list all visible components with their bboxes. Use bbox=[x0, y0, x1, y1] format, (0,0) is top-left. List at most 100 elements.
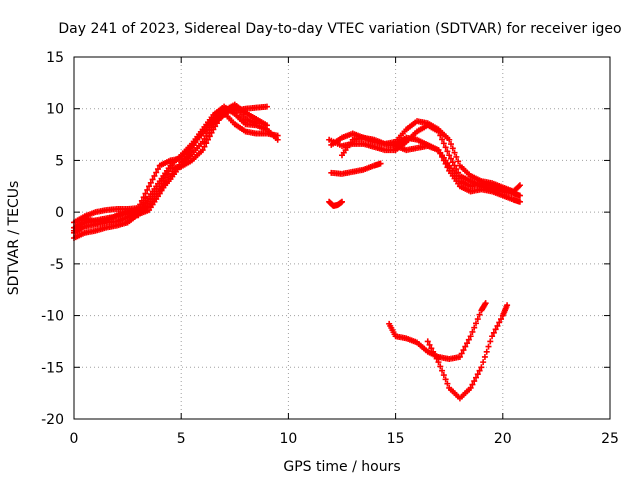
data-point bbox=[154, 166, 161, 173]
data-point bbox=[217, 113, 224, 120]
data-point bbox=[467, 384, 474, 391]
y-tick-label: 10 bbox=[46, 102, 64, 118]
data-point bbox=[203, 140, 210, 147]
data-point bbox=[446, 152, 453, 159]
series-arc-9 bbox=[392, 134, 523, 195]
data-point bbox=[516, 198, 523, 205]
data-point bbox=[487, 338, 494, 345]
data-point bbox=[465, 336, 472, 343]
y-tick-label: -5 bbox=[50, 257, 64, 273]
data-point bbox=[485, 343, 492, 350]
data-point bbox=[426, 341, 433, 348]
data-point bbox=[471, 378, 478, 385]
x-tick-label: 25 bbox=[601, 431, 619, 447]
data-point bbox=[440, 372, 447, 379]
data-point bbox=[446, 136, 453, 143]
data-point bbox=[478, 364, 485, 371]
data-point bbox=[433, 355, 440, 362]
data-point bbox=[516, 192, 523, 199]
data-point bbox=[444, 380, 451, 387]
data-point bbox=[206, 133, 213, 140]
data-point bbox=[146, 183, 153, 190]
x-tick-label: 5 bbox=[177, 431, 186, 447]
data-point bbox=[210, 126, 217, 133]
data-point bbox=[153, 169, 160, 176]
data-point bbox=[494, 322, 501, 329]
data-point bbox=[504, 302, 511, 309]
y-tick-label: 5 bbox=[55, 153, 64, 169]
data-point bbox=[424, 338, 431, 345]
x-tick-label: 15 bbox=[387, 431, 405, 447]
data-point bbox=[430, 348, 437, 355]
data-point bbox=[451, 162, 458, 169]
data-point bbox=[471, 324, 478, 331]
data-point bbox=[455, 169, 462, 176]
data-point bbox=[439, 367, 446, 374]
x-axis-label: GPS time / hours bbox=[283, 459, 400, 475]
plot-frame bbox=[73, 56, 611, 420]
data-point bbox=[135, 205, 142, 212]
data-point bbox=[462, 343, 469, 350]
data-point bbox=[515, 183, 522, 190]
y-tick-label: 0 bbox=[55, 205, 64, 221]
data-point bbox=[456, 353, 463, 360]
data-point bbox=[455, 158, 462, 165]
data-point bbox=[377, 160, 384, 167]
y-tick-label: -15 bbox=[41, 360, 64, 376]
data-point bbox=[137, 201, 144, 208]
data-point bbox=[151, 172, 158, 179]
data-point bbox=[215, 117, 222, 124]
x-tick-label: 0 bbox=[70, 431, 79, 447]
data-point bbox=[451, 149, 458, 156]
data-point bbox=[480, 359, 487, 366]
data-point bbox=[473, 320, 479, 327]
data-point bbox=[482, 300, 489, 307]
tick-labels: 0 5 10 15 20 25 -20 -15 -10 -5 0 5 10 15 bbox=[41, 50, 619, 447]
data-point bbox=[444, 148, 451, 155]
data-point bbox=[474, 316, 481, 323]
y-tick-label: 15 bbox=[46, 50, 64, 66]
data-point bbox=[449, 159, 456, 166]
data-point bbox=[483, 348, 490, 355]
data-point bbox=[442, 376, 449, 383]
data-point bbox=[467, 333, 474, 340]
data-point bbox=[469, 328, 476, 335]
data-point bbox=[339, 198, 345, 205]
data-point bbox=[498, 316, 505, 323]
data-point bbox=[490, 329, 497, 336]
data-point bbox=[274, 132, 281, 139]
data-point bbox=[481, 353, 488, 360]
data-point bbox=[213, 120, 220, 127]
data-point bbox=[142, 190, 149, 197]
data-point bbox=[469, 381, 476, 388]
y-axis-label: SDTVAR / TECUs bbox=[6, 181, 22, 296]
series-arc-10 bbox=[328, 160, 384, 177]
data-point bbox=[263, 122, 270, 129]
data-point bbox=[212, 123, 219, 130]
grid-lines bbox=[74, 57, 610, 419]
tick-marks bbox=[73, 56, 611, 420]
data-point bbox=[458, 350, 465, 357]
data-point bbox=[447, 155, 454, 162]
data-point bbox=[496, 319, 503, 326]
y-tick-label: -10 bbox=[41, 309, 64, 325]
data-point bbox=[492, 326, 499, 333]
data-point bbox=[476, 311, 483, 318]
series-arc-13 bbox=[424, 302, 511, 402]
data-point bbox=[440, 140, 447, 147]
data-point bbox=[473, 374, 479, 381]
data-point bbox=[453, 166, 460, 173]
data-point bbox=[474, 371, 481, 378]
data-point bbox=[435, 359, 442, 366]
data-point bbox=[219, 110, 226, 117]
data-point bbox=[453, 153, 460, 160]
data-point bbox=[439, 136, 446, 143]
series-arc-5 bbox=[71, 101, 270, 234]
data-point bbox=[428, 345, 435, 352]
data-point bbox=[144, 186, 151, 193]
data-point bbox=[449, 145, 456, 152]
data-point bbox=[464, 340, 471, 347]
data-point bbox=[442, 144, 449, 151]
data-series-layer bbox=[71, 101, 523, 402]
